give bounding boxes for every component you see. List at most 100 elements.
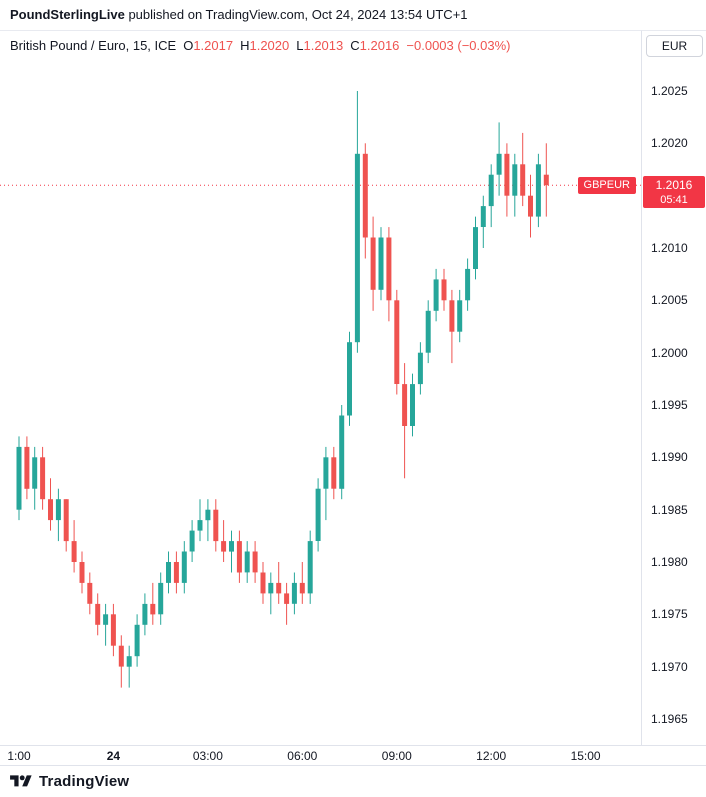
- candle-body[interactable]: [370, 237, 376, 290]
- candle-body[interactable]: [103, 614, 109, 625]
- candle-body[interactable]: [417, 352, 423, 385]
- footer: TradingView: [0, 765, 706, 797]
- candle-body[interactable]: [48, 499, 53, 521]
- candle-body[interactable]: [496, 153, 502, 175]
- time-label: 1:00: [7, 749, 31, 763]
- candle-body[interactable]: [291, 582, 297, 604]
- candle-body[interactable]: [543, 174, 549, 186]
- candle-body[interactable]: [480, 206, 486, 227]
- candle-body[interactable]: [315, 488, 321, 541]
- publish-info: published on TradingView.com, Oct 24, 20…: [124, 7, 468, 22]
- candle-body[interactable]: [32, 457, 38, 489]
- candle-body[interactable]: [323, 457, 329, 489]
- chart-legend: British Pound / Euro, 15, ICE O1.2017 H1.2…: [10, 38, 510, 53]
- candle-body[interactable]: [504, 153, 510, 196]
- candle-body[interactable]: [142, 603, 148, 625]
- candlestick-chart[interactable]: [0, 31, 641, 746]
- time-label: 03:00: [192, 749, 223, 763]
- candle-body[interactable]: [362, 153, 368, 238]
- candle-body[interactable]: [299, 582, 305, 594]
- candle-body[interactable]: [307, 541, 313, 594]
- time-label: 15:00: [570, 749, 601, 763]
- candle-body[interactable]: [236, 541, 242, 573]
- tradingview-logo-icon[interactable]: [10, 773, 32, 790]
- candle-body[interactable]: [126, 656, 132, 667]
- tradingview-wordmark[interactable]: TradingView: [39, 773, 130, 790]
- candle-body[interactable]: [134, 624, 140, 657]
- low-value: 1.2013: [303, 38, 344, 53]
- candle-body[interactable]: [24, 446, 30, 489]
- candle-body[interactable]: [378, 237, 384, 290]
- candle-body[interactable]: [268, 582, 274, 594]
- price-label: 1.2000: [651, 345, 688, 360]
- candle-body[interactable]: [40, 457, 46, 500]
- price-axis[interactable]: EUR 1.2025 1.2020 1.2010 1.2005 1.2000 1.1995…: [641, 30, 706, 745]
- publish-header: PoundSterlingLive published on TradingVi…: [0, 0, 706, 30]
- candle-body[interactable]: [386, 237, 392, 301]
- candle-body[interactable]: [110, 614, 116, 646]
- candle-body[interactable]: [276, 582, 282, 594]
- open-value: 1.2017: [193, 38, 234, 53]
- open-label: O: [183, 38, 194, 53]
- candle-body[interactable]: [433, 279, 439, 311]
- candle-body[interactable]: [331, 457, 337, 489]
- candle-body[interactable]: [473, 227, 478, 269]
- candle-body[interactable]: [166, 562, 171, 583]
- candle-body[interactable]: [244, 551, 250, 573]
- candle-body[interactable]: [488, 174, 494, 207]
- candle-body[interactable]: [63, 499, 69, 542]
- price-label: 1.2010: [651, 241, 688, 255]
- candle-body[interactable]: [339, 415, 345, 489]
- candle-body[interactable]: [347, 342, 352, 416]
- candle-body[interactable]: [16, 446, 22, 510]
- candle-body[interactable]: [197, 520, 203, 531]
- publisher-name: PoundSterlingLive: [10, 7, 125, 22]
- time-label: 12:00: [476, 749, 507, 763]
- candle-body[interactable]: [252, 551, 258, 573]
- candle-body[interactable]: [441, 279, 447, 301]
- price-label: 1.1975: [651, 607, 688, 622]
- candle-body[interactable]: [229, 541, 234, 552]
- candle-body[interactable]: [457, 300, 463, 332]
- candle-body[interactable]: [284, 593, 290, 604]
- candle-body[interactable]: [221, 541, 227, 552]
- candle-body[interactable]: [189, 530, 195, 552]
- candle-body[interactable]: [95, 603, 101, 625]
- currency-button[interactable]: EUR: [646, 35, 703, 57]
- time-axis[interactable]: 1:00 24 03:00 06:00 09:00 12:00 15:00: [0, 745, 706, 765]
- candle-body[interactable]: [150, 603, 156, 615]
- symbol-title[interactable]: British Pound / Euro, 15, ICE: [10, 38, 177, 53]
- candle-body[interactable]: [535, 164, 541, 217]
- candle-body[interactable]: [425, 310, 431, 353]
- candle-body[interactable]: [205, 509, 211, 521]
- candle-body[interactable]: [71, 541, 77, 562]
- price-label: 1.1985: [651, 502, 688, 517]
- candle-body[interactable]: [394, 300, 400, 384]
- candle-body[interactable]: [87, 582, 93, 604]
- candle-body[interactable]: [55, 499, 61, 521]
- candle-body[interactable]: [520, 164, 526, 196]
- high-label: H: [240, 38, 250, 53]
- candle-body[interactable]: [449, 300, 455, 332]
- chart-area[interactable]: British Pound / Euro, 15, ICE O1.2017 H1.2…: [0, 30, 641, 745]
- price-label: 1.1980: [651, 555, 688, 569]
- candle-body[interactable]: [118, 645, 124, 667]
- candle-body[interactable]: [181, 551, 187, 583]
- price-label: 1.1970: [651, 659, 688, 674]
- candle-body[interactable]: [213, 509, 219, 542]
- candle-body[interactable]: [410, 384, 415, 426]
- candle-body[interactable]: [79, 562, 85, 583]
- close-value: 1.2016: [359, 38, 400, 53]
- high-value: 1.2020: [249, 38, 290, 53]
- price-line-symbol: GBPEUR: [583, 179, 630, 192]
- candle-body[interactable]: [528, 195, 533, 217]
- candle-body[interactable]: [512, 164, 518, 196]
- candle-body[interactable]: [465, 268, 471, 301]
- candle-body[interactable]: [173, 562, 179, 583]
- candle-body[interactable]: [402, 384, 408, 426]
- close-label: C: [350, 38, 360, 53]
- candle-body[interactable]: [354, 153, 360, 343]
- candle-body[interactable]: [158, 582, 164, 615]
- candle-body[interactable]: [260, 572, 266, 594]
